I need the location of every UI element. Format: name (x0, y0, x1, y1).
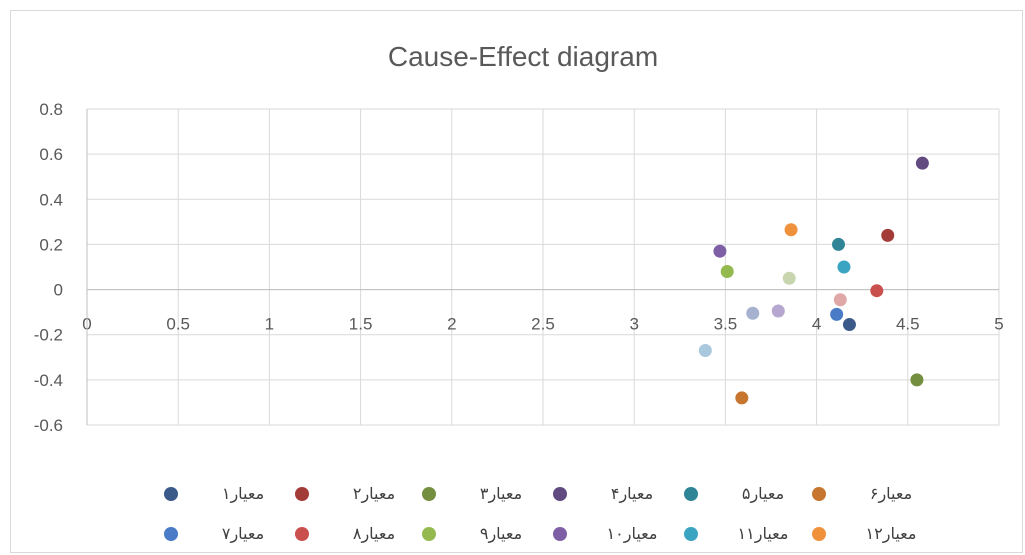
x-tick-label: 2.5 (531, 315, 555, 334)
x-tick-label: 2 (447, 315, 456, 334)
legend-label: معیار۶ (870, 484, 912, 504)
legend-label: معیار۱۰ (607, 524, 658, 544)
y-tick-label: 0.2 (39, 235, 63, 254)
grid-lines (86, 108, 1000, 426)
x-tick-label: 5 (994, 315, 1003, 334)
scatter-chart: Cause-Effect diagram -0.6 -0.4 -0.2 0 0.2 0.4… (34, 41, 1004, 544)
legend-label: معیار۵ (742, 484, 784, 504)
data-point (784, 223, 798, 237)
data-point (698, 344, 712, 358)
chart-area: Cause-Effect diagram -0.6 -0.4 -0.2 0 0.2 0.4… (10, 10, 1023, 553)
x-tick-label: 1.5 (349, 315, 373, 334)
legend-label: معیار۱۱ (738, 524, 789, 544)
data-point (910, 373, 924, 387)
y-tick-label: 0.4 (39, 190, 63, 209)
legend-item: معیار۳ (422, 484, 522, 504)
legend-label: معیار۱۲ (866, 524, 917, 544)
legend-item: معیار۹ (422, 524, 522, 544)
data-point (720, 265, 734, 279)
data-point (881, 228, 895, 242)
legend-marker (553, 527, 567, 541)
data-point (833, 293, 847, 307)
data-point (782, 271, 796, 285)
legend-item: معیار۱۰ (553, 524, 657, 544)
legend-label: معیار۹ (480, 524, 522, 544)
y-tick-label: 0.6 (39, 145, 63, 164)
legend-marker (812, 487, 826, 501)
legend-marker (422, 527, 436, 541)
data-point (870, 284, 884, 298)
legend-marker (812, 527, 826, 541)
legend-marker (553, 487, 567, 501)
x-tick-label: 4.5 (896, 315, 920, 334)
legend-marker (295, 527, 309, 541)
data-point (831, 237, 845, 251)
legend-item: معیار۱۲ (812, 524, 916, 544)
legend: معیار۱ معیار۲ معیار۳ معیار۴ معیار۵ معیار۶ معیا… (164, 484, 916, 544)
legend-item: معیار۴ (553, 484, 653, 504)
legend-label: معیار۳ (480, 484, 522, 504)
legend-item: معیار۱ (164, 484, 264, 504)
x-tick-label: 4 (812, 315, 821, 334)
data-point (746, 306, 760, 320)
chart-title: Cause-Effect diagram (388, 41, 658, 72)
legend-marker (422, 487, 436, 501)
y-tick-label: -0.2 (34, 326, 63, 345)
x-tick-label: 3.5 (714, 315, 738, 334)
data-point (771, 304, 785, 318)
legend-marker (164, 487, 178, 501)
data-point (735, 391, 749, 405)
legend-item: معیار۵ (684, 484, 784, 504)
legend-label: معیار۱ (222, 484, 264, 504)
legend-label: معیار۸ (353, 524, 395, 544)
data-point (713, 244, 727, 258)
legend-item: معیار۱۱ (684, 524, 788, 544)
legend-marker (295, 487, 309, 501)
x-tick-label: 1 (265, 315, 274, 334)
legend-item: معیار۷ (164, 524, 264, 544)
data-point (830, 307, 844, 321)
axes: -0.6-0.4-0.200.20.40.60.80 0.5 1 1.5 2 2.5 3 3.… (34, 100, 1004, 435)
legend-marker (684, 487, 698, 501)
x-tick-label: 0.5 (166, 315, 190, 334)
legend-marker (164, 527, 178, 541)
legend-label: معیار۷ (222, 524, 264, 544)
x-tick-label: 3 (629, 315, 638, 334)
legend-item: معیار۶ (812, 484, 912, 504)
legend-item: معیار۲ (295, 484, 395, 504)
data-point (915, 156, 929, 170)
legend-label: معیار۴ (611, 484, 653, 504)
legend-marker (684, 527, 698, 541)
data-point (837, 260, 851, 274)
data-point (842, 318, 856, 332)
y-tick-label: 0.8 (39, 100, 63, 119)
y-tick-label: -0.6 (34, 416, 63, 435)
y-tick-label: -0.4 (34, 371, 63, 390)
legend-label: معیار۲ (353, 484, 395, 504)
legend-item: معیار۸ (295, 524, 395, 544)
y-tick-label: 0 (54, 281, 63, 300)
data-points (698, 156, 929, 405)
